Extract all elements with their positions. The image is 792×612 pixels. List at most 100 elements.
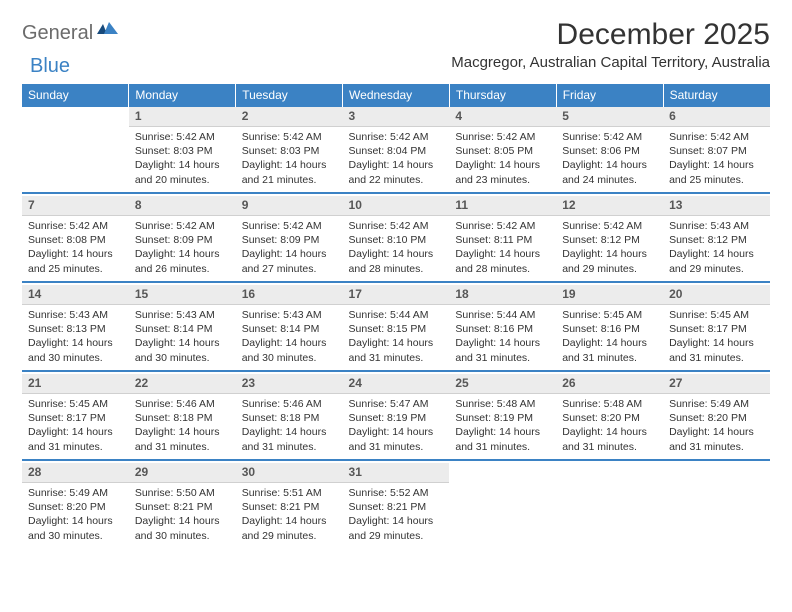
day-number: 20 (663, 285, 770, 305)
day-number: 13 (663, 196, 770, 216)
day-cell: 29Sunrise: 5:50 AMSunset: 8:21 PMDayligh… (129, 463, 236, 549)
day-cell: 18Sunrise: 5:44 AMSunset: 8:16 PMDayligh… (449, 285, 556, 371)
week-row: 1Sunrise: 5:42 AMSunset: 8:03 PMDaylight… (22, 107, 770, 193)
day-cell (556, 463, 663, 549)
day-cell: 17Sunrise: 5:44 AMSunset: 8:15 PMDayligh… (343, 285, 450, 371)
logo-text-general: General (22, 22, 93, 45)
day-number: 24 (343, 374, 450, 394)
day-cell: 23Sunrise: 5:46 AMSunset: 8:18 PMDayligh… (236, 374, 343, 460)
day-details: Sunrise: 5:47 AMSunset: 8:19 PMDaylight:… (343, 394, 450, 458)
day-details: Sunrise: 5:44 AMSunset: 8:15 PMDaylight:… (343, 305, 450, 369)
day-details: Sunrise: 5:48 AMSunset: 8:20 PMDaylight:… (556, 394, 663, 458)
day-number: 28 (22, 463, 129, 483)
day-cell: 12Sunrise: 5:42 AMSunset: 8:12 PMDayligh… (556, 196, 663, 282)
day-details: Sunrise: 5:45 AMSunset: 8:16 PMDaylight:… (556, 305, 663, 369)
week-row: 28Sunrise: 5:49 AMSunset: 8:20 PMDayligh… (22, 463, 770, 549)
calendar-body: 1Sunrise: 5:42 AMSunset: 8:03 PMDaylight… (22, 107, 770, 549)
day-header-friday: Friday (556, 84, 663, 107)
day-details: Sunrise: 5:49 AMSunset: 8:20 PMDaylight:… (663, 394, 770, 458)
day-details: Sunrise: 5:42 AMSunset: 8:09 PMDaylight:… (236, 216, 343, 280)
day-number: 15 (129, 285, 236, 305)
day-number: 12 (556, 196, 663, 216)
day-details: Sunrise: 5:45 AMSunset: 8:17 PMDaylight:… (22, 394, 129, 458)
week-row: 14Sunrise: 5:43 AMSunset: 8:13 PMDayligh… (22, 285, 770, 371)
location-subtitle: Macgregor, Australian Capital Territory,… (451, 54, 770, 71)
day-cell: 1Sunrise: 5:42 AMSunset: 8:03 PMDaylight… (129, 107, 236, 193)
day-number: 8 (129, 196, 236, 216)
logo-flag-icon (97, 20, 119, 41)
logo-text-blue: Blue (30, 55, 70, 78)
day-details: Sunrise: 5:46 AMSunset: 8:18 PMDaylight:… (129, 394, 236, 458)
day-number: 26 (556, 374, 663, 394)
day-details: Sunrise: 5:43 AMSunset: 8:12 PMDaylight:… (663, 216, 770, 280)
day-cell: 15Sunrise: 5:43 AMSunset: 8:14 PMDayligh… (129, 285, 236, 371)
day-number: 5 (556, 107, 663, 127)
day-details: Sunrise: 5:46 AMSunset: 8:18 PMDaylight:… (236, 394, 343, 458)
day-cell: 3Sunrise: 5:42 AMSunset: 8:04 PMDaylight… (343, 107, 450, 193)
day-details: Sunrise: 5:42 AMSunset: 8:07 PMDaylight:… (663, 127, 770, 191)
day-number: 25 (449, 374, 556, 394)
day-details: Sunrise: 5:50 AMSunset: 8:21 PMDaylight:… (129, 483, 236, 547)
month-title: December 2025 (451, 18, 770, 52)
day-details: Sunrise: 5:44 AMSunset: 8:16 PMDaylight:… (449, 305, 556, 369)
day-header-saturday: Saturday (663, 84, 770, 107)
day-details: Sunrise: 5:42 AMSunset: 8:11 PMDaylight:… (449, 216, 556, 280)
day-details: Sunrise: 5:42 AMSunset: 8:03 PMDaylight:… (129, 127, 236, 191)
day-details: Sunrise: 5:43 AMSunset: 8:14 PMDaylight:… (236, 305, 343, 369)
day-cell: 9Sunrise: 5:42 AMSunset: 8:09 PMDaylight… (236, 196, 343, 282)
day-cell: 26Sunrise: 5:48 AMSunset: 8:20 PMDayligh… (556, 374, 663, 460)
day-cell (449, 463, 556, 549)
day-details: Sunrise: 5:43 AMSunset: 8:14 PMDaylight:… (129, 305, 236, 369)
day-details: Sunrise: 5:42 AMSunset: 8:10 PMDaylight:… (343, 216, 450, 280)
day-number: 17 (343, 285, 450, 305)
day-number: 6 (663, 107, 770, 127)
day-number: 31 (343, 463, 450, 483)
day-details: Sunrise: 5:52 AMSunset: 8:21 PMDaylight:… (343, 483, 450, 547)
day-details: Sunrise: 5:45 AMSunset: 8:17 PMDaylight:… (663, 305, 770, 369)
title-block: December 2025 Macgregor, Australian Capi… (451, 18, 770, 71)
day-details: Sunrise: 5:42 AMSunset: 8:04 PMDaylight:… (343, 127, 450, 191)
day-number: 11 (449, 196, 556, 216)
day-header-thursday: Thursday (449, 84, 556, 107)
day-cell: 30Sunrise: 5:51 AMSunset: 8:21 PMDayligh… (236, 463, 343, 549)
week-row: 21Sunrise: 5:45 AMSunset: 8:17 PMDayligh… (22, 374, 770, 460)
day-cell: 19Sunrise: 5:45 AMSunset: 8:16 PMDayligh… (556, 285, 663, 371)
day-number: 16 (236, 285, 343, 305)
day-number: 3 (343, 107, 450, 127)
day-details: Sunrise: 5:43 AMSunset: 8:13 PMDaylight:… (22, 305, 129, 369)
day-cell: 31Sunrise: 5:52 AMSunset: 8:21 PMDayligh… (343, 463, 450, 549)
day-cell: 16Sunrise: 5:43 AMSunset: 8:14 PMDayligh… (236, 285, 343, 371)
day-details: Sunrise: 5:42 AMSunset: 8:12 PMDaylight:… (556, 216, 663, 280)
day-cell (22, 107, 129, 193)
day-number: 10 (343, 196, 450, 216)
logo: General (22, 22, 121, 45)
day-cell: 13Sunrise: 5:43 AMSunset: 8:12 PMDayligh… (663, 196, 770, 282)
day-number: 21 (22, 374, 129, 394)
day-cell: 10Sunrise: 5:42 AMSunset: 8:10 PMDayligh… (343, 196, 450, 282)
day-number: 23 (236, 374, 343, 394)
day-cell: 7Sunrise: 5:42 AMSunset: 8:08 PMDaylight… (22, 196, 129, 282)
day-number: 14 (22, 285, 129, 305)
day-details: Sunrise: 5:42 AMSunset: 8:05 PMDaylight:… (449, 127, 556, 191)
day-cell: 5Sunrise: 5:42 AMSunset: 8:06 PMDaylight… (556, 107, 663, 193)
day-cell: 4Sunrise: 5:42 AMSunset: 8:05 PMDaylight… (449, 107, 556, 193)
day-header-tuesday: Tuesday (236, 84, 343, 107)
day-number: 9 (236, 196, 343, 216)
day-details: Sunrise: 5:51 AMSunset: 8:21 PMDaylight:… (236, 483, 343, 547)
day-details: Sunrise: 5:42 AMSunset: 8:03 PMDaylight:… (236, 127, 343, 191)
day-number: 2 (236, 107, 343, 127)
day-header-sunday: Sunday (22, 84, 129, 107)
day-cell: 25Sunrise: 5:48 AMSunset: 8:19 PMDayligh… (449, 374, 556, 460)
day-number: 19 (556, 285, 663, 305)
day-cell: 8Sunrise: 5:42 AMSunset: 8:09 PMDaylight… (129, 196, 236, 282)
day-number: 1 (129, 107, 236, 127)
day-cell: 20Sunrise: 5:45 AMSunset: 8:17 PMDayligh… (663, 285, 770, 371)
day-cell: 21Sunrise: 5:45 AMSunset: 8:17 PMDayligh… (22, 374, 129, 460)
day-details: Sunrise: 5:42 AMSunset: 8:09 PMDaylight:… (129, 216, 236, 280)
day-number: 27 (663, 374, 770, 394)
day-details: Sunrise: 5:48 AMSunset: 8:19 PMDaylight:… (449, 394, 556, 458)
day-number: 30 (236, 463, 343, 483)
day-cell: 11Sunrise: 5:42 AMSunset: 8:11 PMDayligh… (449, 196, 556, 282)
day-details: Sunrise: 5:49 AMSunset: 8:20 PMDaylight:… (22, 483, 129, 547)
day-number: 18 (449, 285, 556, 305)
